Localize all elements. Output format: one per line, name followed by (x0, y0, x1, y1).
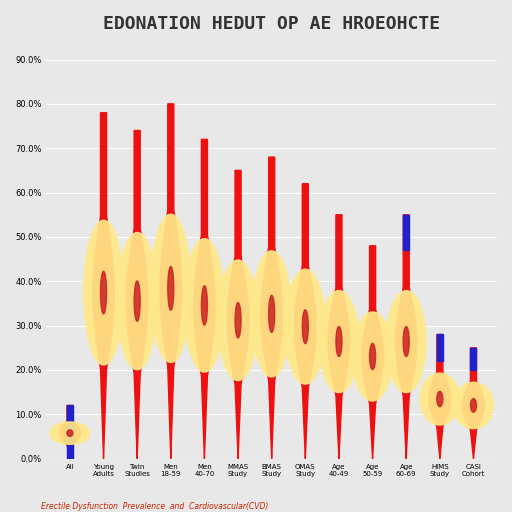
Polygon shape (67, 406, 73, 459)
Ellipse shape (100, 271, 106, 314)
Ellipse shape (353, 312, 393, 401)
Text: Erectile Dysfunction  Prevalence  and  Cardiovascular(CVD): Erectile Dysfunction Prevalence and Card… (41, 502, 268, 511)
Polygon shape (126, 131, 148, 459)
Title: EDONATION HEDUT OP AE HROEOHCTE: EDONATION HEDUT OP AE HROEOHCTE (103, 15, 440, 33)
Polygon shape (261, 157, 283, 459)
Polygon shape (227, 170, 249, 459)
Ellipse shape (50, 422, 90, 444)
Polygon shape (403, 215, 409, 250)
Polygon shape (160, 104, 182, 459)
Ellipse shape (403, 327, 409, 356)
Ellipse shape (420, 373, 460, 425)
Polygon shape (328, 215, 350, 459)
Ellipse shape (67, 430, 73, 436)
Ellipse shape (201, 286, 207, 325)
Ellipse shape (134, 281, 140, 322)
Ellipse shape (319, 291, 359, 393)
Ellipse shape (454, 382, 494, 429)
Ellipse shape (151, 214, 190, 362)
Polygon shape (93, 113, 114, 459)
Ellipse shape (83, 220, 123, 365)
Ellipse shape (235, 303, 241, 338)
Polygon shape (429, 334, 451, 459)
Ellipse shape (184, 239, 224, 372)
Ellipse shape (269, 295, 275, 332)
Polygon shape (294, 184, 316, 459)
Ellipse shape (302, 310, 308, 344)
Polygon shape (194, 139, 215, 459)
Polygon shape (463, 348, 484, 459)
Polygon shape (362, 246, 383, 459)
Ellipse shape (386, 291, 426, 393)
Ellipse shape (168, 267, 174, 310)
Ellipse shape (252, 251, 292, 377)
Ellipse shape (117, 232, 157, 370)
Polygon shape (395, 215, 417, 459)
Ellipse shape (336, 327, 342, 356)
Ellipse shape (218, 260, 258, 380)
Ellipse shape (471, 399, 477, 412)
Polygon shape (471, 348, 477, 370)
Polygon shape (59, 406, 81, 459)
Ellipse shape (437, 391, 443, 407)
Polygon shape (437, 334, 443, 361)
Ellipse shape (285, 269, 325, 384)
Ellipse shape (370, 344, 376, 370)
